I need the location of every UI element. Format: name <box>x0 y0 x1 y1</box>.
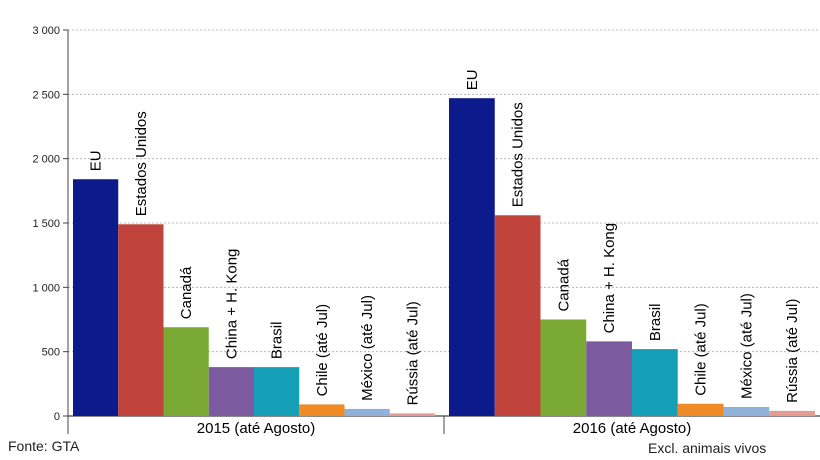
y-tick-label: 2 500 <box>32 89 60 101</box>
group-label: 2016 (até Agosto) <box>573 420 691 437</box>
y-tick-label: 1 500 <box>32 218 60 230</box>
bar <box>208 367 254 416</box>
bar <box>632 349 678 416</box>
y-tick-label: 0 <box>54 411 60 423</box>
bar-label: Estados Unidos <box>133 111 150 216</box>
bar-label: China + H. Kong <box>223 249 240 360</box>
bar-label: Chile (até Jul) <box>693 303 710 396</box>
bar <box>723 406 770 416</box>
bar <box>163 327 209 416</box>
bar <box>677 403 724 416</box>
bar-label: Canadá <box>555 258 572 311</box>
bar <box>344 408 390 416</box>
bar-labels: EU Estados Unidos Canadá China + H. Kong Bra… <box>88 69 802 405</box>
bar-label: Brasil <box>269 322 286 360</box>
bar <box>540 319 587 416</box>
bar-label: China + H. Kong <box>601 223 618 334</box>
bar <box>586 341 632 416</box>
bar-label: Brasil <box>647 304 664 342</box>
bar-label: Chile (até Jul) <box>314 304 331 397</box>
y-tick-label: 500 <box>42 347 60 359</box>
bar-label: México (até Jul) <box>359 295 376 401</box>
y-tick-label: 3 000 <box>32 25 60 37</box>
bar-label: EU <box>88 150 105 171</box>
bar <box>389 413 435 416</box>
y-axis-ticks: 0 500 1 000 1 500 2 000 2 500 3 000 <box>32 25 69 423</box>
bar <box>449 98 495 417</box>
bar-label: EU <box>464 69 481 90</box>
y-tick-label: 2 000 <box>32 154 60 166</box>
y-tick-label: 1 000 <box>32 282 60 294</box>
x-axis-groups: 2015 (até Agosto) 2016 (até Agosto) <box>67 416 691 437</box>
bar-label: Estados Unidos <box>510 102 527 207</box>
bar <box>299 404 345 416</box>
bar-label: Rússia (até Jul) <box>404 301 421 405</box>
exclusion-note: Excl. animais vivos <box>648 440 767 456</box>
bar <box>73 179 119 416</box>
bar <box>494 215 541 416</box>
bar-label: México (até Jul) <box>738 293 755 399</box>
bar <box>769 410 815 416</box>
bar <box>254 367 300 416</box>
bar-label: Rússia (até Jul) <box>784 299 801 403</box>
source-note: Fonte: GTA <box>8 438 80 454</box>
group-label: 2015 (até Agosto) <box>197 420 315 437</box>
bar <box>118 224 164 416</box>
bar-label: Canadá <box>178 266 195 319</box>
bars <box>73 98 815 417</box>
